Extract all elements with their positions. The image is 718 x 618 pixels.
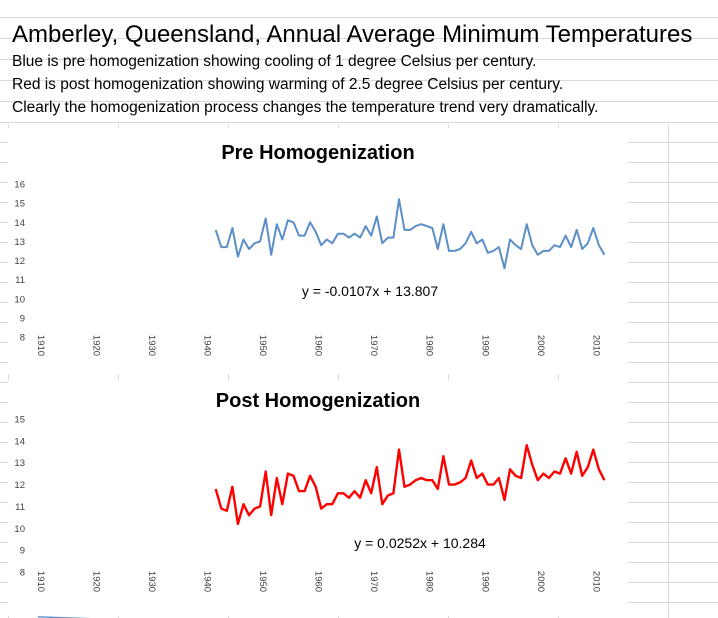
y-tick-label: 14	[14, 218, 25, 229]
spreadsheet-header-area	[0, 0, 718, 124]
series-line	[214, 198, 606, 270]
x-tick-label: 1960	[313, 571, 324, 592]
x-tick-label: 1920	[91, 571, 102, 592]
x-tick-label: 1920	[91, 335, 102, 356]
chart-plot-area: 8 9 10 11 12 13 14 15 1910 1920 1930 1940 1950 1960 19…	[14, 415, 606, 592]
y-tick-label: 10	[14, 524, 25, 535]
chart-pre-homogenization[interactable]: Pre Homogenization 8 9 10 11 12 13 14 15 16 1910 1…	[8, 128, 628, 618]
chart-title: Post Homogenization	[215, 390, 421, 412]
x-tick-label: 2010	[590, 335, 601, 356]
x-tick-label: 2000	[535, 571, 546, 592]
y-tick-label: 16	[14, 180, 25, 191]
x-tick-label: 2010	[590, 571, 601, 592]
x-tick-label: 1990	[479, 571, 490, 592]
note-line-3: Clearly the homogenization process chang…	[12, 99, 599, 116]
y-tick-label: 13	[14, 458, 25, 469]
x-tick-label: 1930	[146, 335, 157, 356]
x-tick-label: 1990	[479, 335, 490, 356]
y-tick-label: 11	[15, 502, 25, 513]
x-tick-label: 1940	[202, 571, 213, 592]
x-tick-label: 1980	[424, 571, 435, 592]
y-tick-label: 12	[14, 480, 25, 491]
x-tick-label: 1910	[35, 571, 46, 592]
y-tick-label: 8	[20, 568, 25, 579]
y-tick-label: 13	[14, 237, 25, 248]
x-tick-label: 1960	[313, 335, 324, 356]
x-tick-label: 2000	[535, 335, 546, 356]
series-line	[214, 443, 606, 526]
y-tick-label: 9	[20, 313, 25, 324]
y-tick-label: 12	[14, 256, 25, 267]
note-line-1: Blue is pre homogenization showing cooli…	[12, 53, 537, 70]
chart-plot-area: 8 9 10 11 12 13 14 15 16 1910 1920 1930 1940 1950 1960…	[14, 180, 606, 618]
x-tick-label: 1970	[368, 335, 379, 356]
y-tick-label: 10	[14, 294, 25, 305]
page-title: Amberley, Queensland, Annual Average Min…	[12, 21, 693, 48]
x-tick-label: 1930	[146, 571, 157, 592]
x-tick-label: 1910	[35, 335, 46, 356]
y-tick-label: 15	[14, 199, 25, 210]
x-tick-label: 1940	[202, 335, 213, 356]
y-tick-label: 15	[14, 415, 25, 426]
chart-title: Pre Homogenization	[221, 142, 415, 164]
y-tick-label: 9	[20, 546, 25, 557]
x-tick-label: 1980	[424, 335, 435, 356]
trendline-equation: y = -0.0107x + 13.807	[302, 283, 438, 299]
x-tick-label: 1970	[368, 571, 379, 592]
y-tick-label: 11	[15, 275, 25, 286]
x-tick-label: 1950	[257, 571, 268, 592]
chart-post-homogenization[interactable]: Post Homogenization 8 9 10 11 12 13 14 15 1910 19…	[8, 380, 628, 616]
x-tick-label: 1950	[257, 335, 268, 356]
trendline-equation: y = 0.0252x + 10.284	[354, 535, 486, 551]
y-tick-label: 14	[14, 436, 25, 447]
note-line-2: Red is post homogenization showing warmi…	[12, 76, 564, 93]
y-tick-label: 8	[20, 333, 25, 344]
